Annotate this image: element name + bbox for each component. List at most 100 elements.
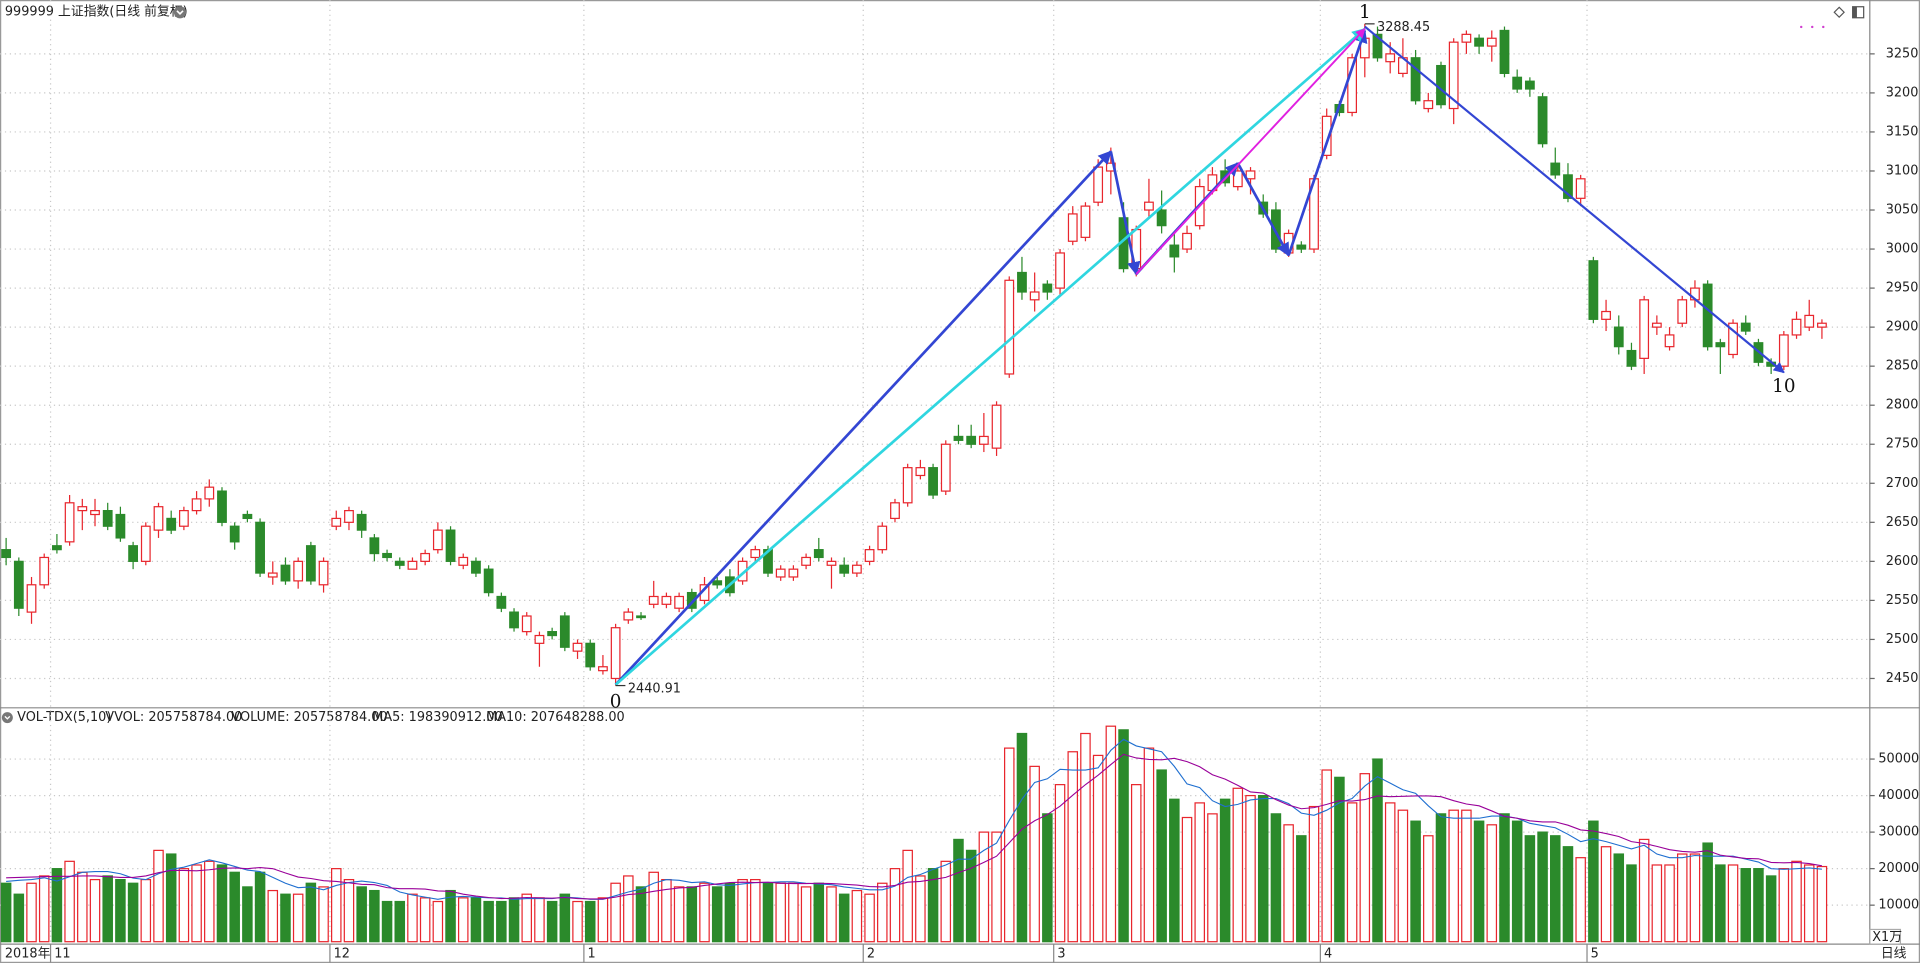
volume-bar [483, 900, 494, 943]
wave-line [614, 150, 1112, 686]
volume-bar [826, 886, 837, 943]
candle-body [1817, 322, 1827, 328]
volume-bar [623, 875, 634, 943]
volume-bar [711, 886, 723, 943]
volume-bar [0, 882, 12, 943]
candle-body [1512, 76, 1523, 90]
candle-body [521, 615, 532, 633]
menu-button[interactable] [1, 712, 13, 724]
candle-body [432, 529, 443, 551]
volume-bar [77, 871, 88, 943]
candle-body [864, 549, 875, 562]
volume-bar [1524, 835, 1536, 943]
y-tick-label: 2550 [1886, 593, 1919, 608]
volume-bar [1753, 868, 1764, 943]
extreme-label: 3288.45 [1377, 20, 1430, 35]
menu-button[interactable] [173, 6, 187, 19]
candle-body [1182, 232, 1192, 250]
wave-label: 0 [610, 692, 622, 713]
y-tick-label: 2600 [1886, 554, 1919, 569]
volume-bar [1499, 813, 1510, 943]
wave-line [614, 27, 1366, 686]
volume-bar [1296, 835, 1307, 943]
candle-body [407, 560, 418, 570]
volume-bar [1169, 798, 1180, 943]
candle-body [1004, 279, 1015, 375]
volume-bar [1397, 809, 1409, 943]
volume-bar [1042, 813, 1053, 943]
y-tick-label: 2900 [1886, 320, 1919, 335]
candle-body [1448, 41, 1459, 110]
volume-bar [788, 882, 799, 943]
volume-bar [331, 868, 342, 943]
volume-bar [597, 897, 609, 943]
volume-bar [381, 900, 393, 943]
y-tick-label: 2500 [1886, 632, 1919, 647]
volume-bar [635, 886, 647, 943]
volume-bar [1143, 747, 1155, 943]
candle-body [52, 545, 62, 551]
candle-body [1677, 299, 1688, 324]
volume-bar [610, 882, 621, 943]
candle-body [1740, 322, 1751, 332]
candle-body [242, 513, 253, 520]
vvol-label: VVOL: 205758784.00 [105, 710, 242, 725]
wave-line [1364, 25, 1785, 374]
volume-bar [1308, 805, 1320, 943]
volume-bar [38, 875, 50, 943]
wave-line [1109, 151, 1141, 276]
x-tick-label: 2 [867, 946, 875, 961]
volume-bar [1575, 857, 1586, 943]
volume-bar [153, 849, 164, 943]
volume-bar [953, 838, 964, 943]
candle-body [13, 560, 24, 609]
candle-body [293, 560, 304, 582]
volume-bar [64, 860, 75, 943]
candle-body [610, 627, 621, 680]
ma-line [6, 753, 1823, 900]
volume-bar [1334, 776, 1345, 943]
volume-bar [978, 831, 990, 943]
volume-bar [838, 893, 850, 943]
volume-bar [1270, 813, 1282, 943]
candle-body [1702, 283, 1713, 348]
y-tick-label: 3000 [1886, 242, 1919, 257]
candle-body [839, 564, 850, 574]
volume-bar [267, 889, 279, 943]
candle-body [915, 467, 926, 477]
candle-body [217, 490, 227, 523]
x-tick-label: 3 [1057, 946, 1065, 961]
volume-bar [419, 897, 431, 943]
volume-bar [1765, 875, 1777, 943]
volume-bar [1562, 846, 1574, 943]
dot [1822, 25, 1825, 29]
volume-bar [1461, 809, 1472, 943]
volume-bar [1219, 798, 1231, 943]
candle-body [39, 556, 50, 586]
volume-bar [394, 900, 406, 943]
volume-bar [343, 878, 355, 943]
candle-body [1474, 37, 1484, 47]
candle-body [204, 486, 215, 500]
candle-body [344, 509, 354, 523]
y-tick-label: 3250 [1886, 46, 1919, 61]
volume-bar [1423, 835, 1434, 943]
volume-bar [89, 878, 101, 943]
volume-bar [1194, 802, 1205, 943]
volume-bar [521, 893, 533, 943]
y-tick-label: 50000 [1878, 752, 1919, 767]
candle-body [255, 521, 265, 574]
candle-body [674, 595, 685, 609]
volume-bar [889, 868, 901, 943]
candle-body [1486, 37, 1497, 47]
period-label: 日线 [1881, 946, 1907, 961]
volume-bar [1537, 831, 1548, 943]
volume-bar [1181, 816, 1193, 943]
volume-label: VOLUME: 205758784.00 [231, 710, 387, 725]
volume-bar [1486, 824, 1498, 943]
candle-body [940, 443, 951, 492]
tool-icon[interactable] [1833, 6, 1845, 19]
candle-body [928, 467, 938, 496]
candle-body [890, 502, 900, 520]
candle-body [547, 631, 558, 637]
